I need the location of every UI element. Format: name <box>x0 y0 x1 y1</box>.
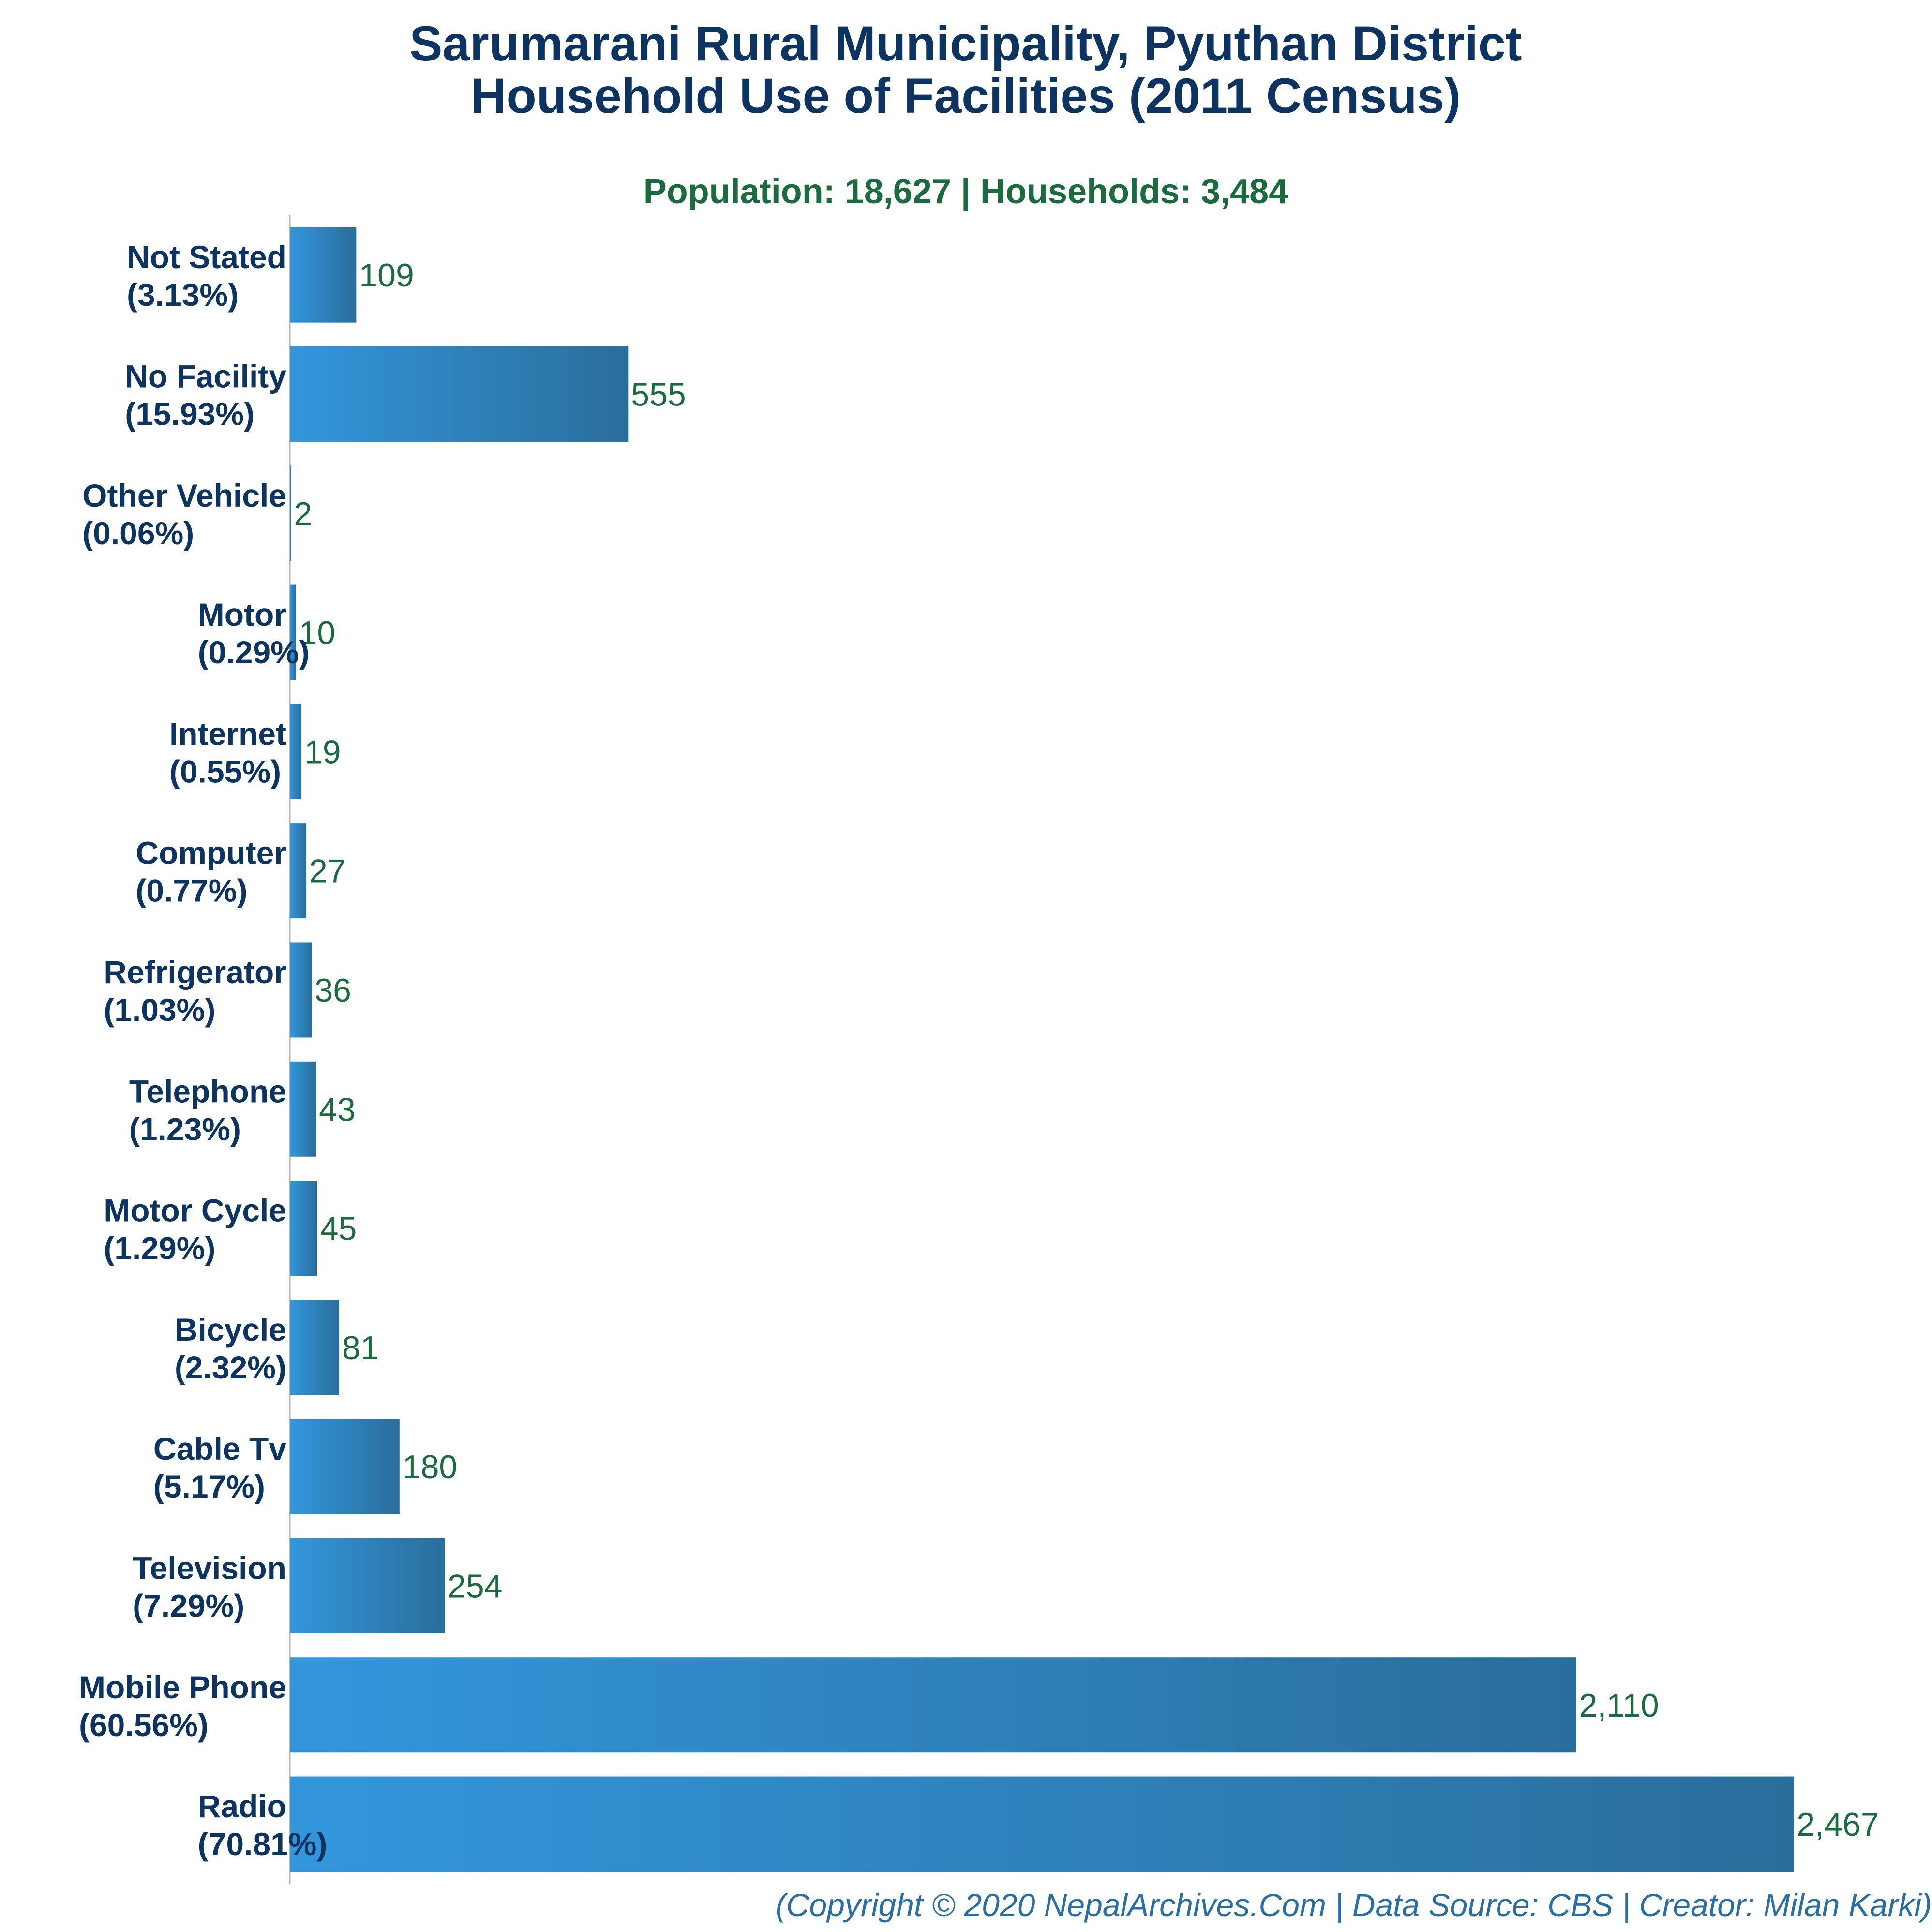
bar-telephone <box>290 1061 316 1157</box>
category-label-motor: Motor <box>198 597 286 632</box>
category-label-cable-tv: Cable Tv <box>153 1431 286 1467</box>
category-pct-other-vehicle: (0.06%) <box>82 515 194 551</box>
value-label-radio: 2,467 <box>1797 1806 1879 1843</box>
category-label-television: Television <box>133 1550 286 1586</box>
value-label-computer: 27 <box>309 853 346 890</box>
value-label-television: 254 <box>448 1568 502 1604</box>
value-label-refrigerator: 36 <box>315 972 351 1009</box>
chart-title-line1: Sarumarani Rural Municipality, Pyuthan D… <box>409 16 1522 71</box>
value-label-telephone: 43 <box>319 1091 356 1128</box>
bar-motor-cycle <box>290 1181 317 1276</box>
bar-motor <box>290 584 296 680</box>
bars-group: 109 Not Stated(3.13%) 555 No Facility(15.93… <box>79 227 1879 1872</box>
category-label-mobile-phone: Mobile Phone <box>79 1669 286 1705</box>
value-label-motor-cycle: 45 <box>320 1211 357 1247</box>
value-label-cable-tv: 180 <box>403 1449 457 1485</box>
category-pct-radio: (70.81%) <box>198 1826 328 1862</box>
value-label-mobile-phone: 2,110 <box>1579 1687 1659 1724</box>
category-label-other-vehicle: Other Vehicle <box>82 478 286 513</box>
category-pct-not-stated: (3.13%) <box>127 277 239 313</box>
category-pct-motor: (0.29%) <box>198 634 310 670</box>
bar-radio <box>290 1776 1794 1872</box>
chart-subtitle: Population: 18,627 | Households: 3,484 <box>644 172 1288 211</box>
value-label-internet: 19 <box>304 734 341 770</box>
category-label-refrigerator: Refrigerator <box>104 954 286 990</box>
category-pct-refrigerator: (1.03%) <box>104 992 215 1028</box>
bar-internet <box>290 704 301 799</box>
bar-television <box>290 1538 445 1633</box>
bar-other-vehicle <box>290 465 291 561</box>
category-pct-computer: (0.77%) <box>135 873 247 909</box>
bar-computer <box>290 823 307 919</box>
category-label-motor-cycle: Motor Cycle <box>104 1193 286 1228</box>
category-label-radio: Radio <box>198 1788 286 1824</box>
category-label-computer: Computer <box>135 835 286 871</box>
bar-mobile-phone <box>290 1657 1576 1753</box>
category-pct-television: (7.29%) <box>133 1588 244 1623</box>
value-label-no-facility: 555 <box>631 376 686 413</box>
value-label-bicycle: 81 <box>342 1330 379 1366</box>
category-pct-mobile-phone: (60.56%) <box>79 1707 209 1743</box>
bar-no-facility <box>290 346 629 442</box>
bar-bicycle <box>290 1300 340 1395</box>
category-pct-internet: (0.55%) <box>169 753 281 789</box>
value-label-other-vehicle: 2 <box>294 495 313 532</box>
bar-refrigerator <box>290 942 312 1038</box>
category-pct-telephone: (1.23%) <box>129 1111 241 1147</box>
bar-not-stated <box>290 227 357 323</box>
category-label-bicycle: Bicycle <box>175 1312 286 1348</box>
category-pct-bicycle: (2.32%) <box>175 1349 286 1385</box>
bar-cable-tv <box>290 1419 400 1514</box>
value-label-motor: 10 <box>299 614 336 651</box>
category-pct-no-facility: (15.93%) <box>125 396 255 432</box>
value-label-not-stated: 109 <box>359 257 414 294</box>
category-label-telephone: Telephone <box>129 1073 286 1109</box>
category-label-not-stated: Not Stated <box>127 239 286 275</box>
category-pct-cable-tv: (5.17%) <box>153 1468 265 1504</box>
chart-title-line2: Household Use of Facilities (2011 Census… <box>471 68 1461 123</box>
category-pct-motor-cycle: (1.29%) <box>104 1230 215 1266</box>
category-label-no-facility: No Facility <box>125 358 286 394</box>
category-label-internet: Internet <box>169 716 286 751</box>
chart-footer: (Copyright © 2020 NepalArchives.Com | Da… <box>776 1887 1932 1924</box>
